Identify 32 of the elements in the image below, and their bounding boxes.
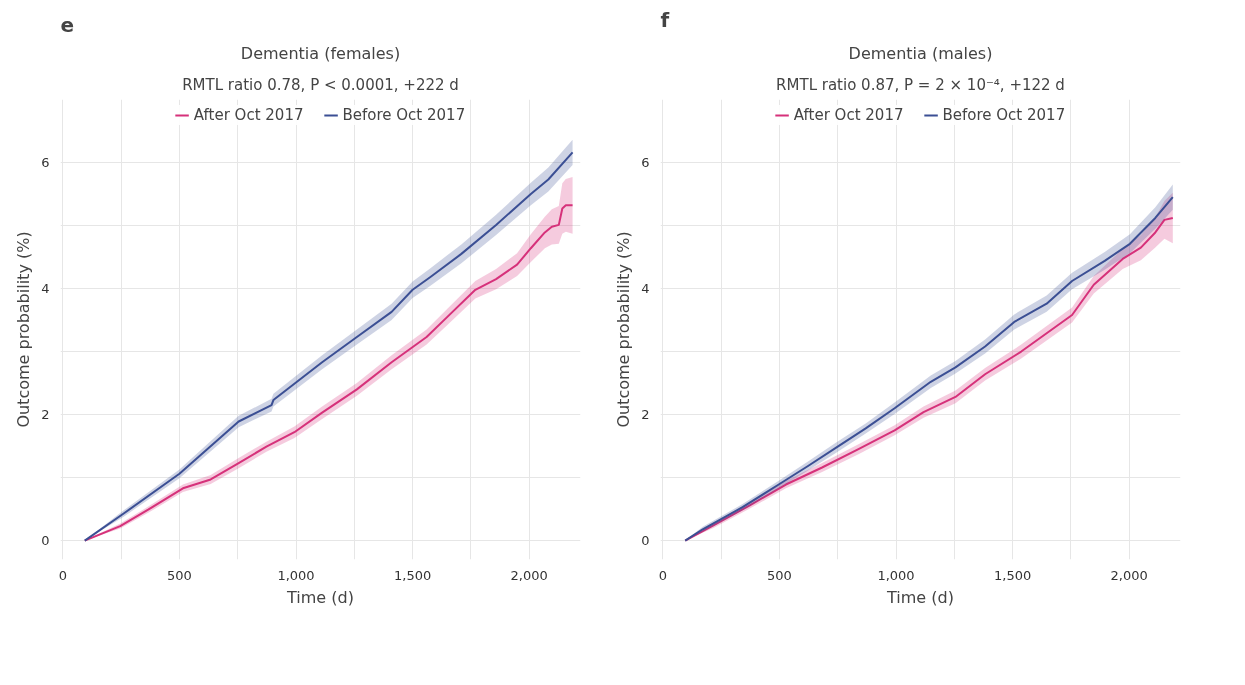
chart-subtitle: RMTL ratio 0.87, P = 2 × 10⁻⁴, +122 d [776,75,1065,94]
y-tick-label: 6 [641,155,650,171]
y-tick-label: 6 [41,155,50,171]
text: e [60,12,75,37]
x-tick-label: 2,000 [510,567,548,583]
legend-label: Before Oct 2017 [342,106,466,124]
x-tick-label: 500 [767,567,792,583]
y-tick-label: 0 [641,533,650,549]
x-tick-label: 0 [58,567,67,583]
chart-title: Dementia (females) [240,43,401,63]
legend-label: After Oct 2017 [793,106,904,124]
y-tick-label: 4 [41,281,50,297]
x-tick-label: 1,000 [877,567,915,583]
x-axis-title: Time (d) [286,587,354,607]
chart-title: Dementia (males) [848,43,993,63]
y-tick-label: 2 [641,407,650,423]
x-tick-label: 2,000 [1110,567,1148,583]
x-tick-label: 1,000 [277,567,315,583]
legend-label: Before Oct 2017 [942,106,1066,124]
x-tick-label: 0 [658,567,667,583]
y-axis-title: Outcome probability (%) [614,231,634,428]
y-tick-label: 0 [41,533,50,549]
x-tick-label: 500 [167,567,192,583]
y-tick-label: 4 [641,281,650,297]
y-tick-label: 2 [41,407,50,423]
legend-label: After Oct 2017 [193,106,304,124]
y-axis-title: Outcome probability (%) [14,231,34,428]
x-axis-title: Time (d) [886,587,954,607]
x-tick-label: 1,500 [394,567,432,583]
chart-subtitle: RMTL ratio 0.78, P < 0.0001, +222 d [182,75,459,94]
x-tick-label: 1,500 [994,567,1032,583]
text: f [660,7,670,32]
